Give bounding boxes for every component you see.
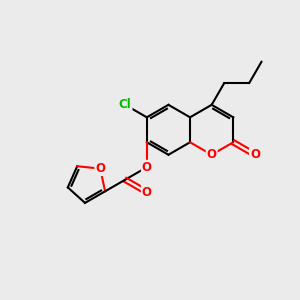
- Text: O: O: [250, 148, 260, 161]
- Text: O: O: [142, 161, 152, 174]
- Text: O: O: [95, 162, 105, 175]
- Text: O: O: [142, 186, 152, 199]
- Text: O: O: [207, 148, 217, 161]
- Text: Cl: Cl: [119, 98, 132, 111]
